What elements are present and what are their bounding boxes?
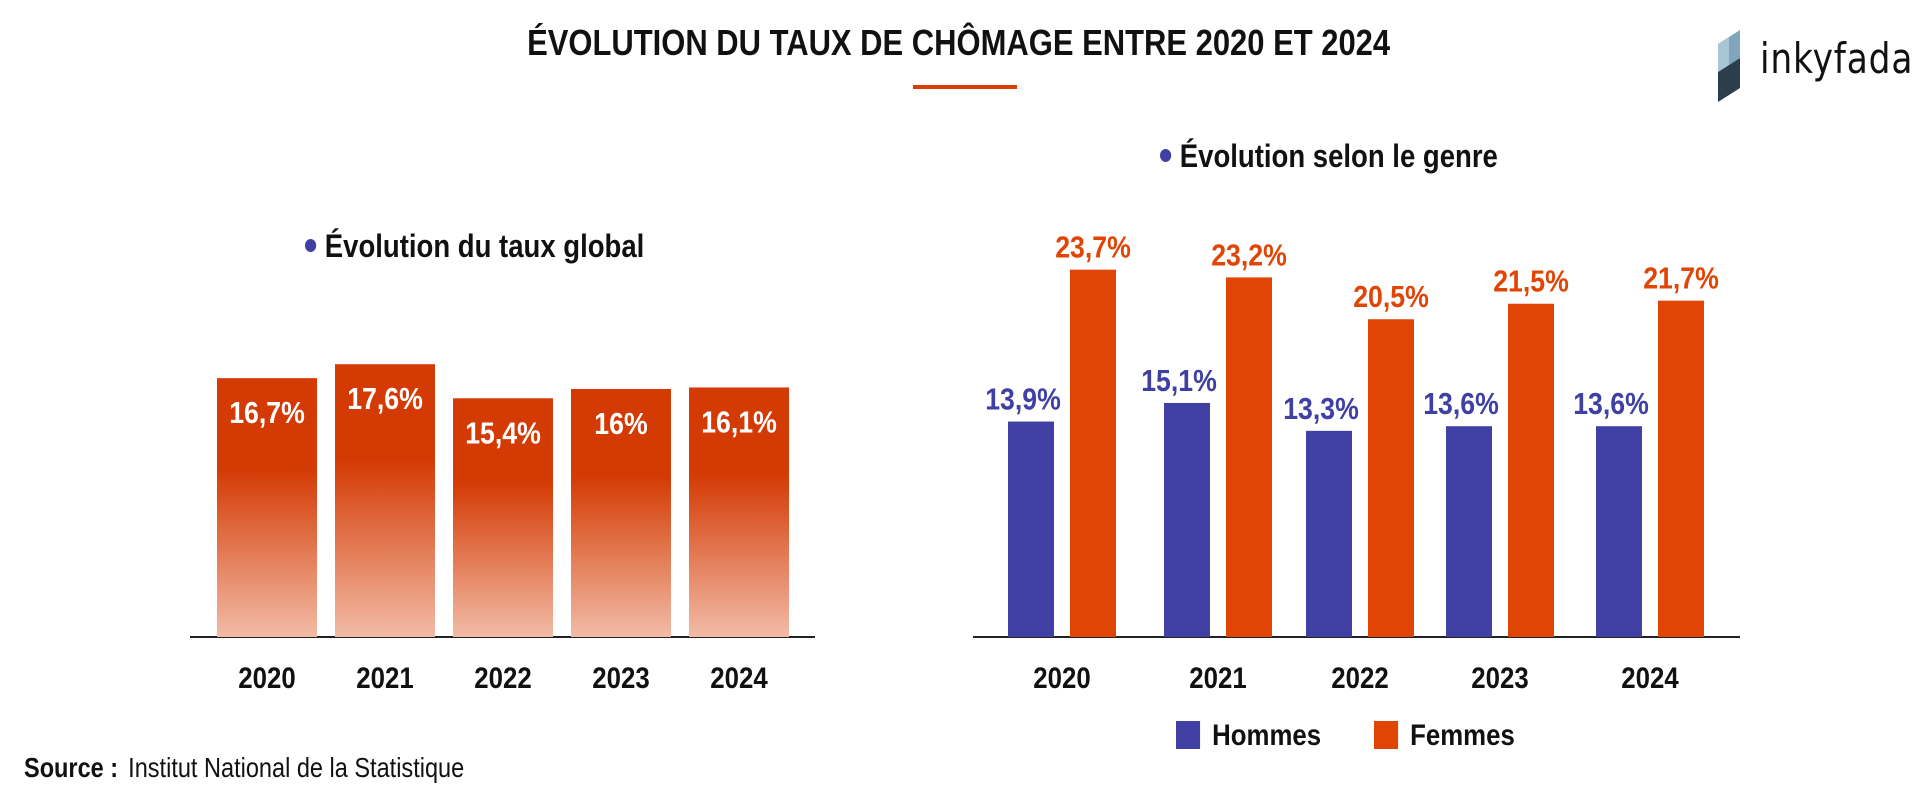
tick-label-global-2024: 2024 [710, 661, 768, 694]
bullet-icon [305, 239, 317, 252]
legend-swatch-women [1374, 721, 1399, 749]
source-note: Source : Institut National de la Statisti… [24, 752, 464, 784]
legend-label-men: Hommes [1212, 719, 1322, 752]
data-label-global-2023: 16% [594, 407, 647, 441]
data-label-women-2021: 23,2% [1211, 239, 1287, 273]
data-label-women-2022: 20,5% [1353, 280, 1429, 314]
source-label: Source : [24, 752, 119, 783]
bar-men-2023 [1446, 426, 1492, 637]
bar-men-2024 [1596, 426, 1642, 637]
legend-label-women: Femmes [1410, 719, 1515, 752]
source-text: Institut National de la Statistique [128, 752, 465, 783]
bar-women-2022 [1368, 319, 1414, 637]
data-label-global-2020: 16,7% [229, 396, 305, 430]
legend-swatch-men [1176, 721, 1201, 749]
tick-label-global-2023: 2023 [592, 661, 649, 694]
tick-label-global-2021: 2021 [356, 661, 413, 694]
bar-men-2022 [1306, 430, 1352, 637]
chart-gender-title: Évolution selon le genre [1160, 138, 1498, 175]
data-label-women-2023: 21,5% [1493, 265, 1569, 299]
data-label-women-2024: 21,7% [1643, 262, 1719, 296]
data-label-global-2024: 16,1% [701, 406, 777, 440]
bullet-icon [1160, 149, 1172, 162]
tick-label-gender-2023: 2023 [1471, 661, 1528, 694]
tick-label-gender-2020: 2020 [1033, 661, 1090, 694]
tick-label-global-2022: 2022 [474, 661, 531, 694]
bar-global-2022 [453, 398, 553, 637]
data-label-men-2024: 13,6% [1573, 387, 1649, 421]
data-label-men-2023: 13,6% [1423, 387, 1499, 421]
bar-global-2023 [571, 389, 671, 637]
data-label-men-2020: 13,9% [985, 383, 1061, 417]
data-label-global-2022: 15,4% [465, 416, 541, 450]
legend-item-men: Hommes [1176, 719, 1321, 753]
bar-women-2023 [1508, 303, 1554, 637]
legend-item-women: Femmes [1374, 719, 1515, 753]
bar-women-2020 [1070, 269, 1116, 637]
bar-global-2020 [217, 378, 317, 637]
bar-global-2024 [689, 387, 789, 637]
data-label-men-2021: 15,1% [1141, 364, 1217, 398]
tick-label-gender-2021: 2021 [1189, 661, 1246, 694]
data-label-global-2021: 17,6% [347, 382, 423, 416]
data-label-women-2020: 23,7% [1055, 231, 1131, 265]
chart-gender-title-text: Évolution selon le genre [1179, 138, 1498, 174]
tick-label-global-2020: 2020 [238, 661, 295, 694]
data-label-men-2022: 13,3% [1283, 392, 1359, 426]
chart-global-title: Évolution du taux global [305, 228, 644, 265]
bar-women-2024 [1658, 300, 1704, 637]
bar-men-2021 [1164, 402, 1210, 637]
bar-women-2021 [1226, 277, 1272, 637]
chart-global-title-text: Évolution du taux global [324, 228, 645, 264]
title-underline [913, 85, 1017, 89]
logo-text: inkyfada [1760, 34, 1914, 83]
tick-label-gender-2022: 2022 [1331, 661, 1388, 694]
bar-men-2020 [1008, 421, 1054, 637]
page-title: ÉVOLUTION DU TAUX DE CHÔMAGE ENTRE 2020 … [527, 22, 1391, 63]
tick-label-gender-2024: 2024 [1621, 661, 1679, 694]
inkyfada-logo [1718, 30, 1740, 102]
bar-global-2021 [335, 364, 435, 637]
